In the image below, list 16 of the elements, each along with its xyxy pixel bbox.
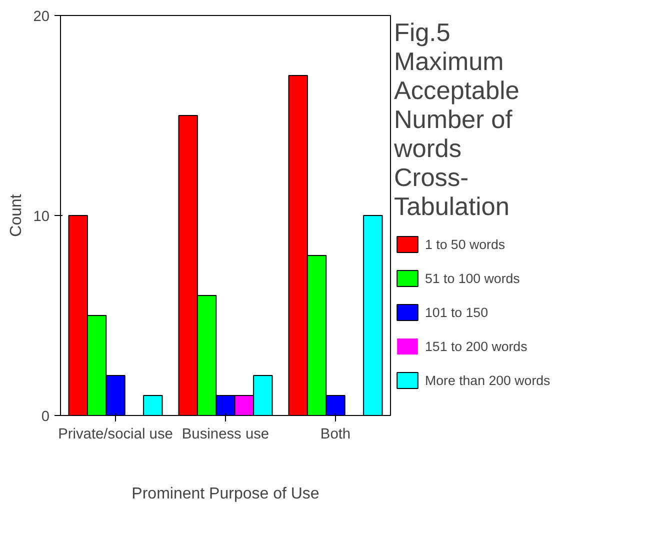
y-tick-label: 20 bbox=[33, 9, 50, 25]
bar bbox=[143, 395, 163, 416]
text: Fig.5 Maximum Acceptable Number of words Cross-Tabulation bbox=[394, 19, 520, 222]
x-tick-label: Both bbox=[320, 426, 351, 442]
legend-label: 51 to 100 words bbox=[425, 270, 520, 286]
bar bbox=[363, 215, 383, 416]
legend-label: 151 to 200 words bbox=[425, 338, 528, 354]
y-tick-label: 10 bbox=[33, 209, 50, 225]
legend-label: 1 to 50 words bbox=[425, 236, 506, 252]
legend-label: More than 200 words bbox=[425, 372, 550, 388]
x-axis-title: Prominent Purpose of Use bbox=[132, 486, 320, 502]
y-tick-label: 0 bbox=[41, 409, 50, 425]
y-axis-title: Count bbox=[8, 194, 26, 237]
legend-label: 101 to 150 bbox=[425, 304, 488, 320]
x-tick-label: Private/social use bbox=[58, 426, 173, 442]
x-tick-label: Business use bbox=[182, 426, 270, 442]
